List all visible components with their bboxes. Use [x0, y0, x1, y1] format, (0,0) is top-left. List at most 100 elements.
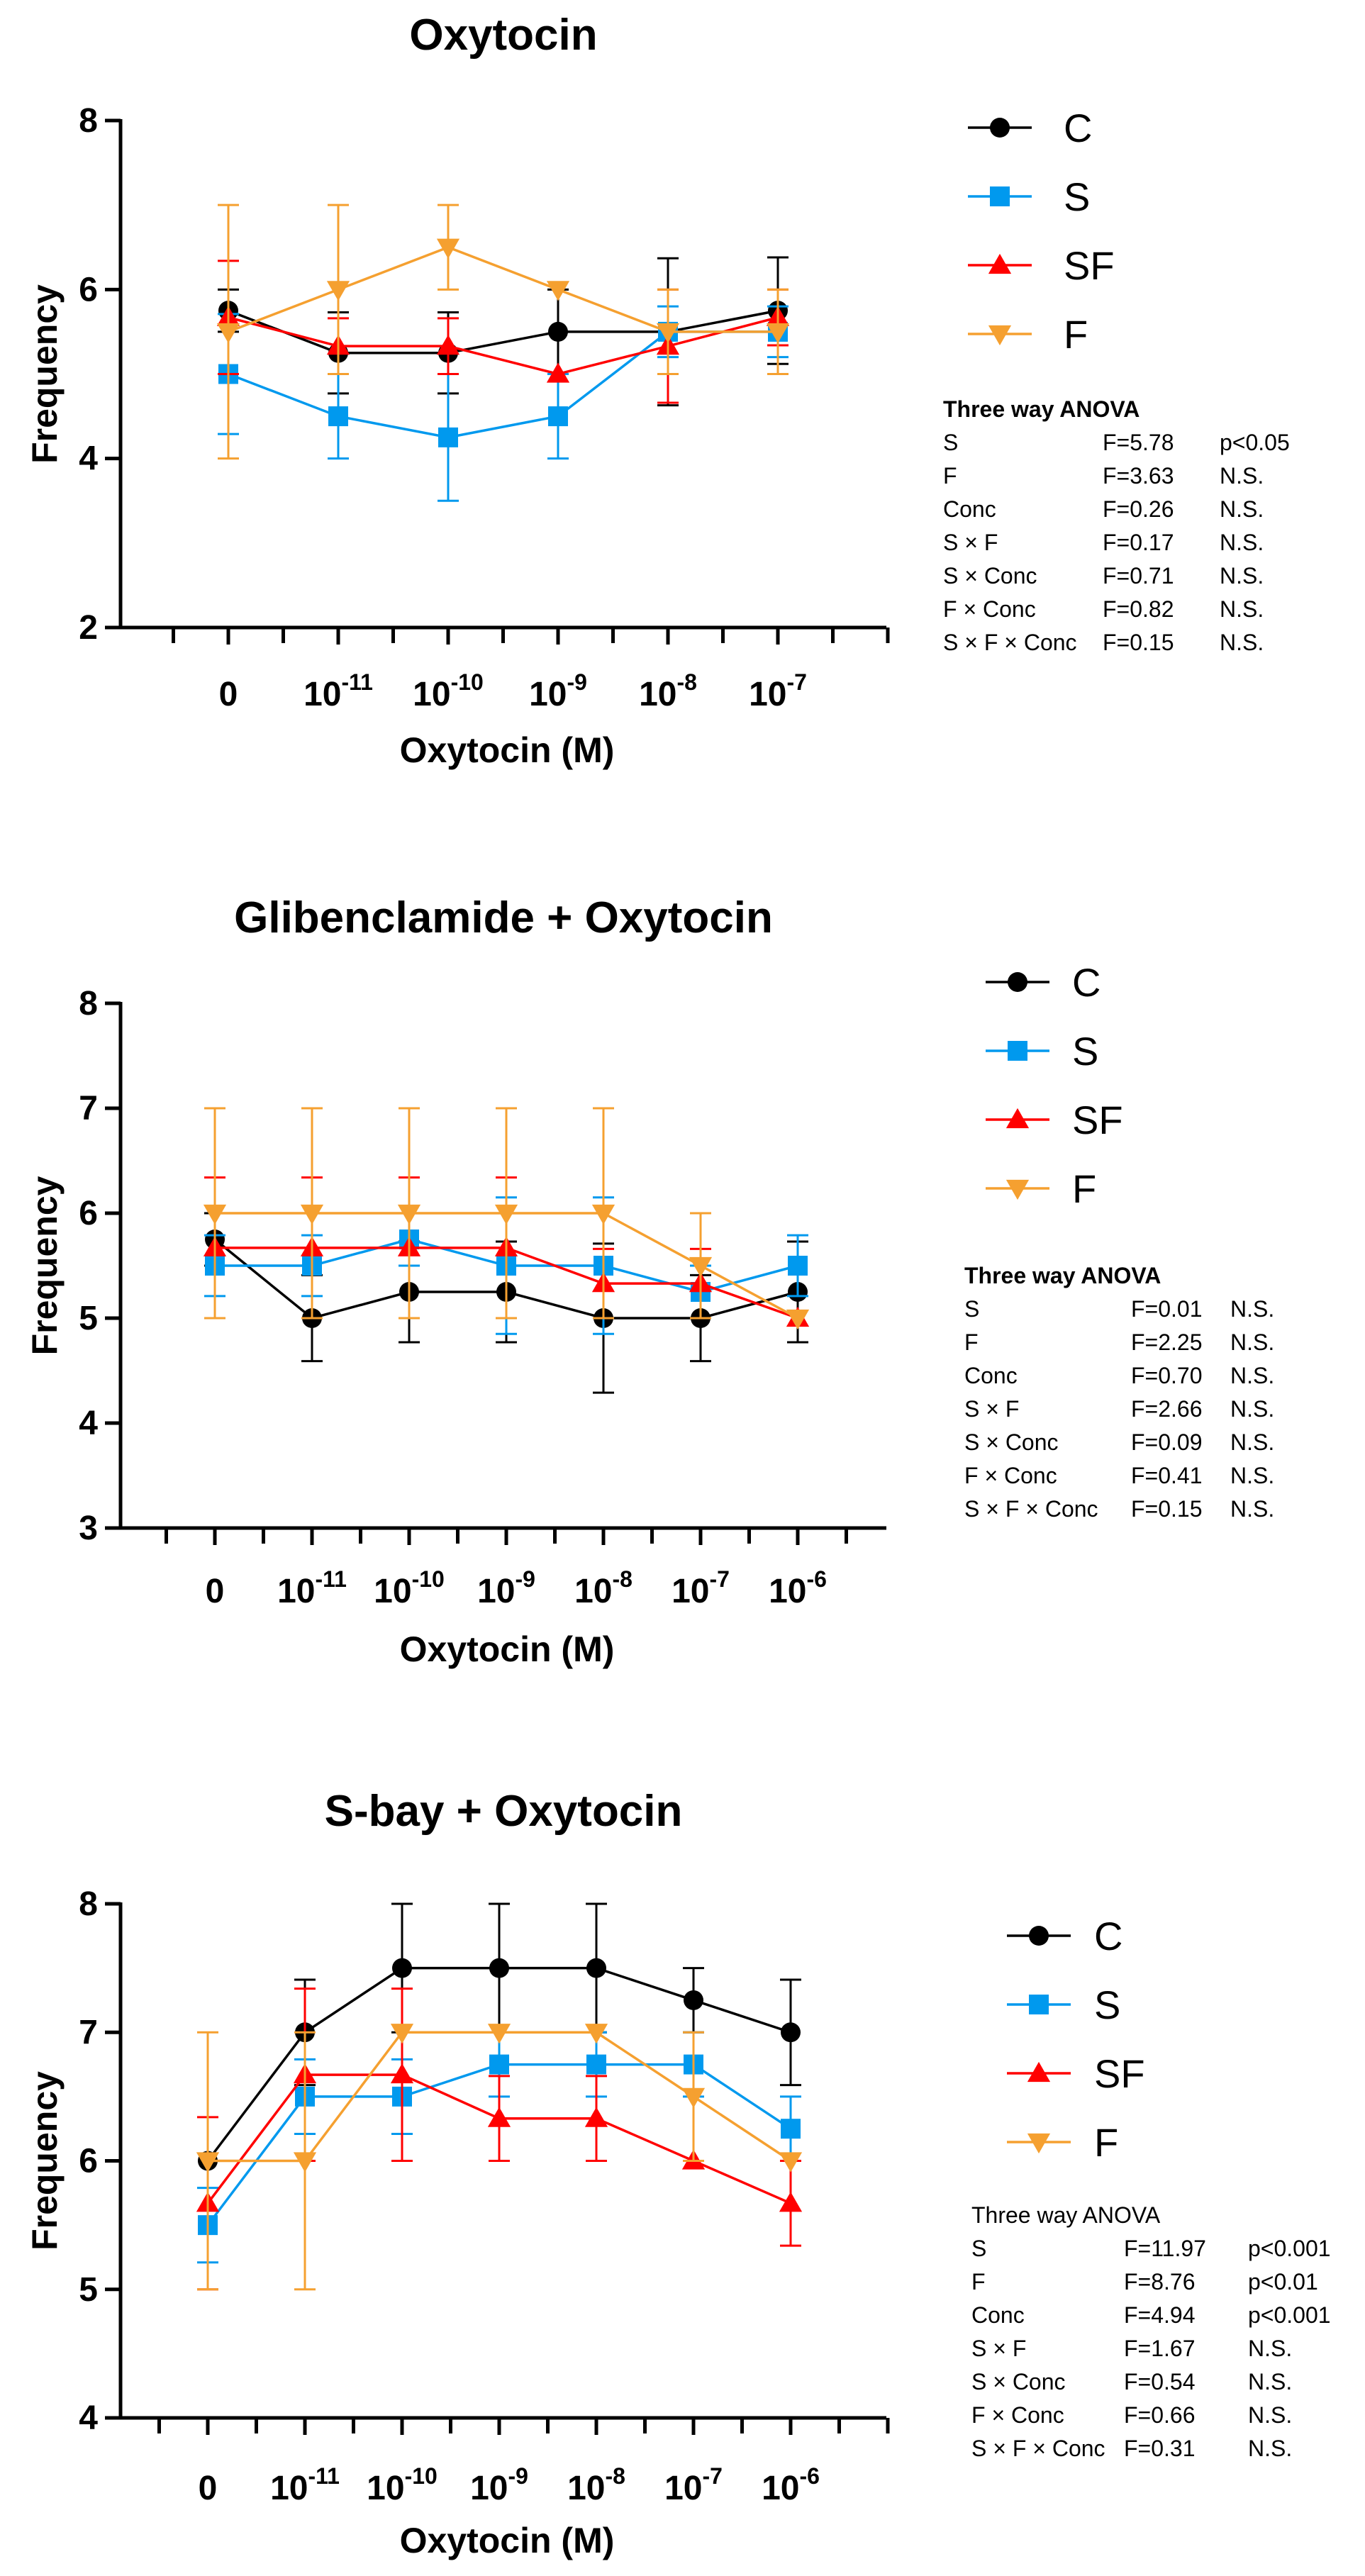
- anova-term: Conc: [971, 2302, 1025, 2328]
- anova-term: S × F × Conc: [964, 1496, 1098, 1522]
- anova-f-value: F=8.76: [1124, 2269, 1196, 2295]
- anova-f-value: F=0.54: [1124, 2369, 1196, 2394]
- legend-label: SF: [1064, 243, 1115, 288]
- anova-f-value: F=3.63: [1103, 463, 1174, 489]
- y-tick-label: 7: [79, 1090, 98, 1127]
- anova-p-value: p<0.05: [1220, 430, 1290, 455]
- anova-p-value: N.S.: [1220, 596, 1264, 622]
- y-tick-label: 6: [79, 271, 98, 308]
- anova-term: F × Conc: [943, 596, 1036, 622]
- anova-term: S × Conc: [964, 1429, 1059, 1455]
- x-tick-label: 10-7: [664, 2463, 723, 2507]
- data-point: [779, 2152, 803, 2173]
- legend-label: F: [1094, 2120, 1118, 2165]
- anova-term: S × Conc: [971, 2369, 1066, 2394]
- x-tick-label: 10-7: [672, 1566, 730, 1610]
- anova-f-value: F=0.01: [1131, 1296, 1203, 1322]
- y-tick-label: 4: [79, 1405, 98, 1442]
- x-tick-label: 0: [219, 676, 238, 713]
- data-point: [781, 2022, 801, 2043]
- series-line: [228, 245, 778, 333]
- x-tick-label: 10-10: [413, 669, 484, 713]
- data-point: [548, 406, 568, 427]
- anova-f-value: F=11.97: [1124, 2236, 1206, 2261]
- legend: CS SF F: [968, 106, 1115, 357]
- legend-label: S: [1064, 174, 1090, 219]
- y-tick-label: 8: [79, 102, 98, 140]
- x-tick-label: 10-8: [639, 669, 697, 713]
- x-tick-label: 10-10: [374, 1566, 445, 1610]
- data-point: [487, 2107, 511, 2127]
- series-f: [196, 2024, 803, 2291]
- anova-term: S × F × Conc: [971, 2436, 1105, 2461]
- legend: CS SF F: [986, 960, 1123, 1211]
- legend-label: S: [1094, 1983, 1120, 2027]
- anova-p-value: N.S.: [1248, 2436, 1292, 2461]
- anova-p-value: N.S.: [1230, 1296, 1274, 1322]
- anova-f-value: F=0.15: [1131, 1496, 1203, 1522]
- legend-marker: [988, 253, 1012, 274]
- data-point: [681, 2087, 706, 2108]
- anova-term: Conc: [964, 1363, 1018, 1388]
- anova-p-value: N.S.: [1230, 1363, 1274, 1388]
- anova-f-value: F=4.94: [1124, 2302, 1196, 2328]
- y-tick-label: 8: [79, 1885, 98, 1923]
- anova-term: S × F: [971, 2336, 1026, 2361]
- data-point: [656, 323, 680, 344]
- anova-table: Three way ANOVA S F=11.97 p<0.001 F F=8.76 p<0…: [971, 2202, 1331, 2461]
- legend-label: F: [1064, 312, 1088, 357]
- anova-p-value: N.S.: [1230, 1329, 1274, 1355]
- anova-p-value: N.S.: [1230, 1496, 1274, 1522]
- x-tick-label: 10-8: [567, 2463, 625, 2507]
- x-tick-label: 10-9: [477, 1566, 535, 1610]
- y-tick-label: 6: [79, 1195, 98, 1232]
- data-point: [586, 2054, 606, 2075]
- data-point: [766, 323, 790, 344]
- anova-f-value: F=0.41: [1131, 1463, 1203, 1488]
- y-tick-label: 7: [79, 2014, 98, 2051]
- anova-p-value: N.S.: [1248, 2336, 1292, 2361]
- legend-marker: [1027, 2133, 1051, 2154]
- data-point: [300, 1204, 324, 1225]
- anova-p-value: N.S.: [1220, 496, 1264, 522]
- x-tick-label: 10-11: [270, 2463, 340, 2507]
- data-point: [489, 2054, 509, 2075]
- data-point: [788, 1256, 808, 1276]
- anova-p-value: N.S.: [1230, 1463, 1274, 1488]
- data-point: [293, 2152, 317, 2173]
- anova-term: S × F: [943, 530, 998, 555]
- series-line: [228, 309, 779, 355]
- anova-table: Three way ANOVA S F=0.01 N.S. F F=2.25 N.S. Con…: [964, 1263, 1274, 1522]
- data-point: [584, 2107, 608, 2127]
- data-point: [216, 323, 240, 344]
- data-point: [779, 2192, 803, 2212]
- anova-p-value: N.S.: [1248, 2369, 1292, 2394]
- data-point: [781, 2119, 801, 2139]
- y-tick-label: 8: [79, 985, 98, 1022]
- x-tick-label: 10-6: [762, 2463, 820, 2507]
- chart-title: Glibenclamide + Oxytocin: [234, 893, 773, 942]
- anova-term: F: [964, 1329, 979, 1355]
- chart-panel-1: Oxytocin 2 4 6 8 0 10-11 10-10 10-9 10-8 10-7 Frequ…: [25, 11, 1290, 770]
- x-tick-label: 10-6: [769, 1566, 827, 1610]
- anova-table: Three way ANOVA S F=5.78 p<0.05 F F=3.63 N.S. C…: [943, 396, 1290, 655]
- x-axis-label: Oxytocin (M): [400, 730, 615, 770]
- data-point: [203, 1204, 227, 1225]
- anova-term: S × Conc: [943, 563, 1037, 589]
- x-tick-label: 10-9: [470, 2463, 528, 2507]
- anova-term: F × Conc: [964, 1463, 1057, 1488]
- anova-heading: Three way ANOVA: [943, 396, 1140, 422]
- y-tick-label: 3: [79, 1510, 98, 1547]
- x-tick-label: 0: [199, 2470, 218, 2507]
- legend-marker: [1027, 2061, 1051, 2082]
- anova-f-value: F=0.09: [1131, 1429, 1203, 1455]
- legend-marker: [1005, 1108, 1030, 1129]
- y-tick-label: 5: [79, 1300, 98, 1337]
- legend-label: SF: [1072, 1098, 1123, 1142]
- data-point: [436, 238, 460, 259]
- y-axis-label: Frequency: [25, 1176, 65, 1355]
- legend-marker: [990, 118, 1010, 138]
- anova-term: F: [971, 2269, 986, 2295]
- anova-p-value: N.S.: [1220, 530, 1264, 555]
